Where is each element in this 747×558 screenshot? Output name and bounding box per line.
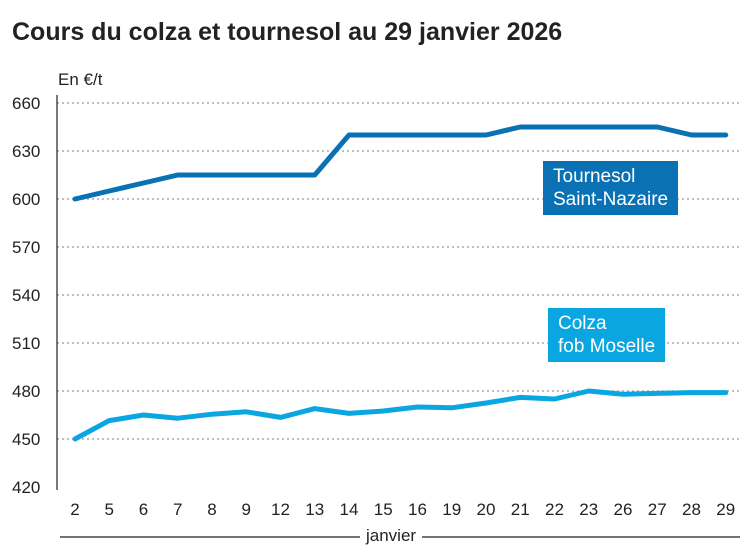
y-tick-label: 540: [12, 286, 40, 305]
chart-title: Cours du colza et tournesol au 29 janvie…: [12, 18, 563, 46]
x-tick-label: 21: [511, 500, 530, 519]
y-tick-label: 420: [12, 478, 40, 497]
x-tick-label: 27: [648, 500, 667, 519]
y-tick-label: 450: [12, 430, 40, 449]
x-tick-label: 22: [545, 500, 564, 519]
legend-colza: Colza fob Moselle: [548, 308, 666, 362]
x-tick-label: 29: [716, 500, 735, 519]
x-tick-label: 8: [207, 500, 216, 519]
x-tick-label: 14: [340, 500, 359, 519]
y-tick-label: 510: [12, 334, 40, 353]
y-tick-label: 570: [12, 238, 40, 257]
legend-line: Tournesol: [553, 166, 636, 187]
x-tick-label: 19: [442, 500, 461, 519]
legend-tournesol: Tournesol Saint-Nazaire: [543, 161, 679, 215]
series-line-1: [72, 388, 729, 442]
legend-line: fob Moselle: [558, 336, 656, 357]
x-tick-label: 9: [242, 500, 251, 519]
y-tick-label: 630: [12, 142, 40, 161]
y-axis-label: En €/t: [58, 70, 103, 89]
series-line-0: [72, 124, 729, 202]
x-tick-label: 15: [374, 500, 393, 519]
x-tick-label: 2: [70, 500, 79, 519]
x-tick-label: 6: [139, 500, 148, 519]
y-tick-label: 600: [12, 190, 40, 209]
y-tick-label: 480: [12, 382, 40, 401]
legend-line: Saint-Nazaire: [553, 189, 669, 210]
x-tick-label: 28: [682, 500, 701, 519]
y-tick-label: 660: [12, 94, 40, 113]
x-tick-label: 20: [477, 500, 496, 519]
x-tick-label: 23: [579, 500, 598, 519]
legend-line: Colza: [558, 313, 607, 334]
x-tick-label: 13: [305, 500, 324, 519]
x-tick-label: 7: [173, 500, 182, 519]
x-tick-label: 26: [614, 500, 633, 519]
x-tick-label: 12: [271, 500, 290, 519]
x-tick-label: 16: [408, 500, 427, 519]
x-axis-label: janvier: [360, 526, 423, 546]
x-tick-label: 5: [105, 500, 114, 519]
